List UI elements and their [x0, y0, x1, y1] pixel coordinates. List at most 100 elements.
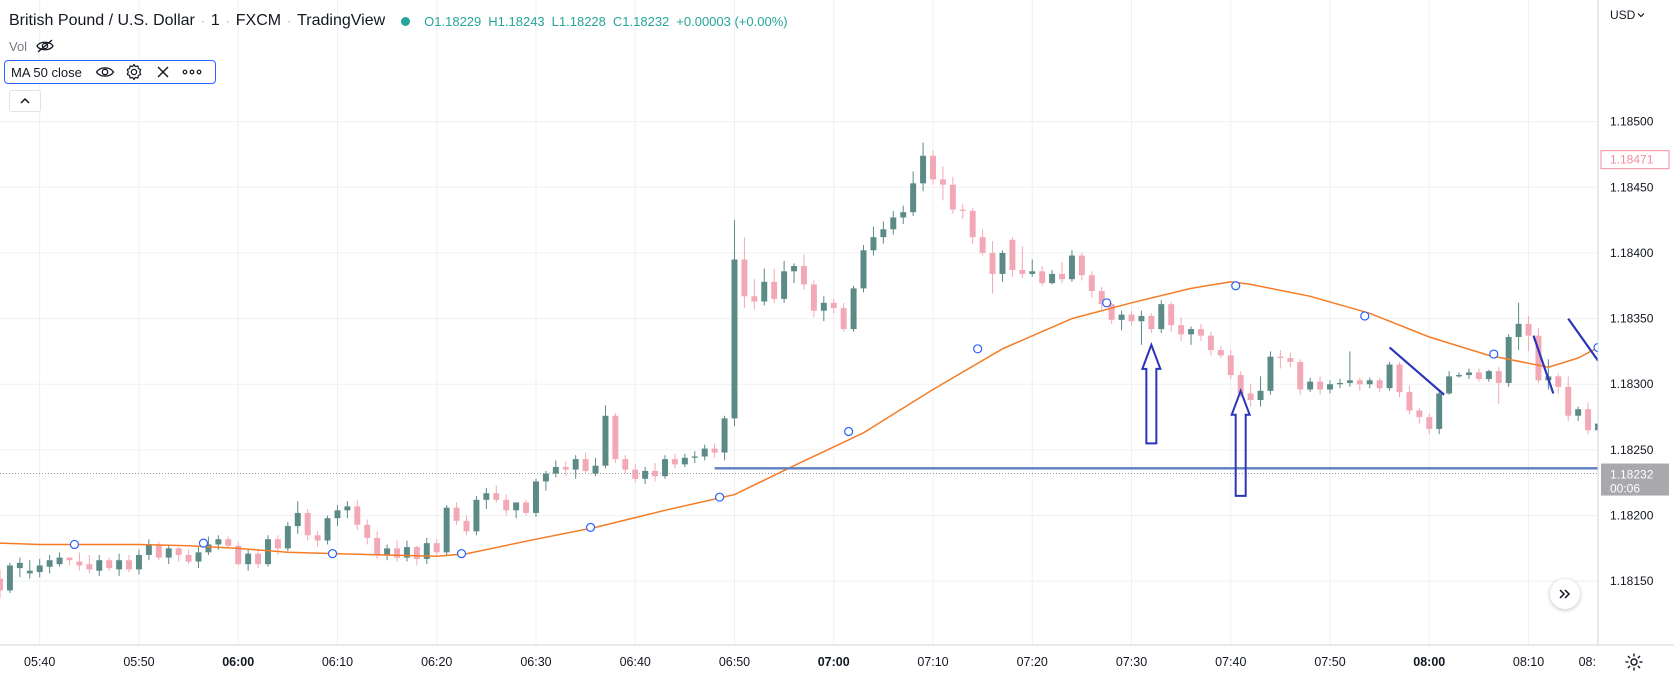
candle	[552, 460, 559, 478]
candle	[0, 569, 3, 599]
time-tick-label: 05:50	[123, 655, 154, 669]
candle	[1307, 377, 1314, 393]
ma-point-marker	[1360, 311, 1370, 321]
drawings-layer[interactable]	[714, 317, 1648, 497]
candle	[394, 540, 400, 562]
ma-point-marker	[844, 426, 854, 437]
candle	[235, 541, 242, 566]
double-chevron-right-icon	[1558, 588, 1572, 600]
candle-body	[175, 548, 182, 555]
candle-body	[443, 507, 450, 553]
candle	[354, 499, 361, 531]
candle-body	[791, 266, 798, 272]
candle	[1336, 378, 1343, 389]
candle-body	[185, 554, 192, 562]
candle	[1426, 413, 1433, 435]
candle-body	[324, 518, 331, 541]
time-tick-label: 08:	[1579, 655, 1596, 669]
candle	[56, 552, 63, 567]
candle	[1346, 351, 1353, 387]
candle	[324, 515, 331, 545]
candle-body	[1267, 356, 1274, 391]
candle-body	[1188, 329, 1195, 335]
low-label: L	[551, 13, 559, 29]
candle	[1485, 369, 1492, 382]
candle-body	[6, 565, 13, 591]
chart-settings-button[interactable]	[1622, 650, 1646, 674]
candle	[880, 221, 887, 244]
currency-selector[interactable]: USD	[1610, 8, 1645, 22]
gear-icon[interactable]	[123, 62, 145, 82]
candle	[1396, 361, 1403, 398]
candle-body	[542, 473, 549, 482]
candle	[453, 502, 460, 525]
candle	[463, 515, 470, 536]
price-tick-label: 1.18450	[1610, 180, 1654, 194]
indicator-label[interactable]: MA 50 close	[11, 64, 82, 80]
ma-line	[0, 281, 1599, 558]
candle-body	[503, 499, 510, 511]
candle	[304, 509, 311, 541]
time-tick-label: 08:10	[1513, 655, 1544, 669]
candle-body	[384, 548, 391, 555]
candle	[800, 254, 807, 290]
candle	[949, 176, 956, 214]
ma-point-marker	[973, 344, 983, 354]
candle-body	[354, 506, 361, 525]
candle	[423, 537, 430, 565]
candle-body	[721, 418, 728, 453]
time-axis-bg	[0, 645, 1674, 679]
time-tick-label: 06:30	[520, 655, 551, 669]
candle	[691, 451, 698, 464]
candle-body	[1019, 269, 1026, 274]
indicator-legend-ma[interactable]: MA 50 close	[4, 60, 216, 84]
price-tick-label: 1.18300	[1610, 377, 1654, 391]
symbol-name[interactable]: British Pound / U.S. Dollar	[9, 12, 195, 29]
candle	[26, 560, 33, 579]
candle-body	[96, 560, 103, 571]
candle-body	[1366, 380, 1373, 385]
candle	[403, 540, 410, 562]
volume-legend[interactable]: Vol	[9, 38, 55, 54]
more-icon[interactable]	[181, 62, 203, 82]
candle-body	[483, 493, 490, 500]
high-label: H	[488, 13, 498, 29]
collapse-legend-button[interactable]	[9, 90, 41, 112]
candle-body	[523, 502, 530, 513]
candle-body	[612, 415, 619, 460]
candle-body	[622, 459, 629, 470]
scroll-to-realtime-button[interactable]	[1550, 579, 1580, 609]
candle-body	[701, 448, 708, 457]
candle	[781, 260, 788, 303]
eye-icon[interactable]	[94, 62, 116, 82]
candle-body	[642, 470, 649, 479]
chevron-up-icon	[19, 97, 31, 105]
eye-off-icon[interactable]	[35, 38, 55, 54]
price-tick-label: 1.18350	[1610, 312, 1654, 326]
candle	[1029, 259, 1036, 277]
candle-body	[1585, 409, 1592, 431]
candle	[741, 237, 748, 309]
candle-body	[284, 526, 291, 549]
candle	[1386, 361, 1393, 391]
candle-body	[830, 302, 837, 309]
candle-body	[334, 510, 341, 519]
candle-body	[1039, 271, 1046, 284]
ma-point-marker	[1231, 281, 1241, 291]
trend-line-drawing	[1532, 335, 1555, 394]
candle-body	[145, 544, 152, 555]
close-icon[interactable]	[152, 62, 174, 82]
candle	[1138, 310, 1145, 345]
candle	[1217, 346, 1224, 358]
candle-body	[1088, 275, 1095, 292]
candle-body	[781, 271, 788, 299]
candle-body	[1207, 335, 1214, 351]
candle	[1098, 287, 1105, 310]
candle-body	[155, 544, 162, 558]
chevron-down-icon	[1637, 12, 1645, 18]
candle-body	[364, 524, 371, 538]
candle	[1198, 323, 1204, 341]
